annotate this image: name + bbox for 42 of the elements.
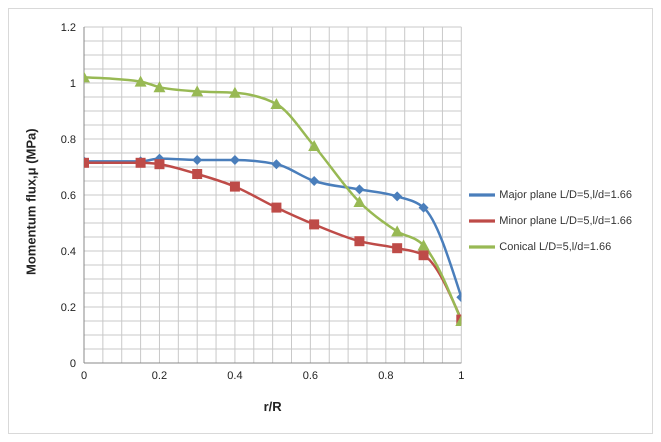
point [354, 184, 364, 194]
x-tick-label: 0.6 [302, 370, 318, 382]
y-tick-label: 0.2 [60, 302, 76, 314]
x-tick-label: 0.2 [152, 370, 168, 382]
point [391, 225, 404, 236]
y-tick-label: 0.6 [60, 190, 76, 202]
point [228, 86, 241, 98]
point [354, 236, 364, 246]
point [154, 159, 164, 170]
point [392, 243, 402, 254]
legend-label: Conical L/D=5,l/d=1.66 [499, 241, 612, 254]
point [191, 85, 204, 96]
point [192, 169, 202, 179]
point [308, 140, 320, 151]
point [271, 202, 282, 213]
point [418, 239, 430, 250]
legend-label: Minor plane L/D=5,l/d=1.66 [499, 214, 632, 227]
point [353, 196, 366, 207]
x-tick-label: 0.4 [227, 370, 243, 382]
x-tick-label: 0.8 [378, 370, 394, 382]
y-tick-label: 1 [70, 78, 76, 90]
y-tick-label: 1.2 [60, 22, 76, 34]
x-tick-label: 0 [80, 370, 88, 382]
point [309, 176, 320, 186]
point [230, 182, 240, 192]
point [153, 81, 166, 92]
point [134, 76, 147, 87]
point [192, 155, 202, 165]
y-tick-label: 0.8 [60, 134, 76, 146]
x-tick-label: 1 [458, 370, 464, 382]
point [271, 159, 282, 170]
point [270, 98, 282, 109]
y-tick-label: 0.4 [60, 246, 76, 258]
y-axis-title: Momentum flux,μ (MPa) [24, 128, 39, 275]
x-axis-title: r/R [264, 399, 282, 414]
point [392, 191, 402, 202]
point [309, 219, 320, 230]
point [418, 250, 429, 260]
point [230, 155, 240, 165]
y-tick-label: 0 [70, 358, 76, 370]
point [418, 202, 429, 213]
legend-label: Major plane L/D=5,l/d=1.66 [499, 188, 632, 201]
